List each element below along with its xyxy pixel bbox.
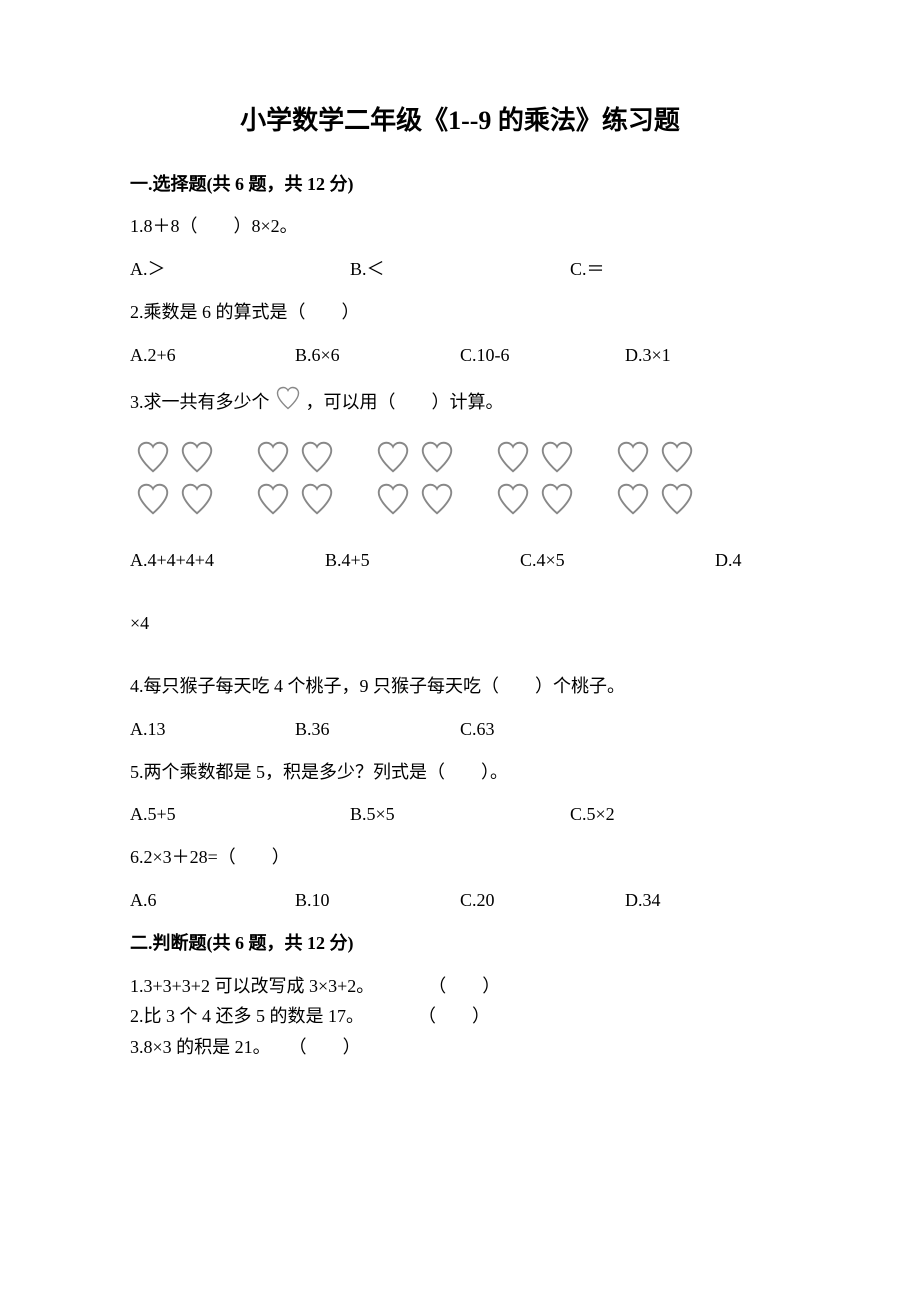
hearts-illustration: [134, 438, 790, 518]
q2-options: A.2+6 B.6×6 C.10-6 D.3×1: [130, 341, 790, 370]
q2-optA: A.2+6: [130, 341, 295, 370]
heart-icon: [254, 438, 292, 476]
heart-group-5: [614, 438, 696, 518]
q3-text-before: 3.求一共有多少个: [130, 388, 270, 417]
heart-icon: [614, 438, 652, 476]
q5-optB: B.5×5: [350, 800, 570, 829]
q4-text: 4.每只猴子每天吃 4 个桃子，9 只猴子每天吃（ ）个桃子。: [130, 672, 790, 701]
heart-icon: [614, 480, 652, 518]
heart-group-1: [134, 438, 216, 518]
heart-icon: [418, 438, 456, 476]
heart-icon: [494, 480, 532, 518]
heart-group-3: [374, 438, 456, 518]
q5-optC: C.5×2: [570, 800, 790, 829]
q4-options: A.13 B.36 C.63: [130, 715, 790, 744]
q2-text: 2.乘数是 6 的算式是（ ）: [130, 298, 790, 327]
q3-optB: B.4+5: [325, 546, 520, 575]
q4-optC: C.63: [460, 715, 625, 744]
heart-icon: [254, 480, 292, 518]
heart-icon: [298, 438, 336, 476]
q2-optB: B.6×6: [295, 341, 460, 370]
q1-text: 1.8＋8（ ）8×2。: [130, 212, 790, 241]
q4-optB: B.36: [295, 715, 460, 744]
heart-icon: [134, 480, 172, 518]
heart-icon: [374, 438, 412, 476]
heart-icon: [494, 438, 532, 476]
q1-options: A.＞ B.＜ C.＝: [130, 255, 790, 284]
q1-optB: B.＜: [350, 255, 570, 284]
q4-optA: A.13: [130, 715, 295, 744]
heart-icon: [274, 384, 302, 412]
q5-optA: A.5+5: [130, 800, 350, 829]
heart-icon: [658, 438, 696, 476]
q3-optD: D.4: [715, 546, 742, 575]
q1-optA: A.＞: [130, 255, 350, 284]
q6-options: A.6 B.10 C.20 D.34: [130, 886, 790, 915]
q5-options: A.5+5 B.5×5 C.5×2: [130, 800, 790, 829]
heart-icon: [658, 480, 696, 518]
heart-group-4: [494, 438, 576, 518]
heart-icon: [298, 480, 336, 518]
tf2: 2.比 3 个 4 还多 5 的数是 17。 （ ）: [130, 1002, 790, 1031]
q3-options: A.4+4+4+4 B.4+5 C.4×5 D.4: [130, 546, 790, 575]
section2-header: 二.判断题(共 6 题，共 12 分): [130, 929, 790, 958]
q6-optA: A.6: [130, 886, 295, 915]
q6-optB: B.10: [295, 886, 460, 915]
tf3: 3.8×3 的积是 21。 （ ）: [130, 1033, 790, 1062]
q6-text: 6.2×3＋28=（ ）: [130, 843, 790, 872]
q3-text-after: ，可以用（ ）计算。: [306, 388, 504, 417]
heart-icon: [178, 480, 216, 518]
heart-icon: [538, 480, 576, 518]
q3-text: 3.求一共有多少个 ，可以用（ ）计算。: [130, 384, 790, 421]
page-title: 小学数学二年级《1--9 的乘法》练习题: [130, 100, 790, 142]
q6-optD: D.34: [625, 886, 790, 915]
heart-group-2: [254, 438, 336, 518]
q2-optC: C.10-6: [460, 341, 625, 370]
section1-header: 一.选择题(共 6 题，共 12 分): [130, 170, 790, 199]
heart-icon: [418, 480, 456, 518]
tf1: 1.3+3+3+2 可以改写成 3×3+2。 （ ）: [130, 972, 790, 1001]
heart-icon: [178, 438, 216, 476]
heart-icon-inline: [274, 384, 302, 421]
q2-optD: D.3×1: [625, 341, 790, 370]
q5-text: 5.两个乘数都是 5，积是多少？列式是（ ）。: [130, 758, 790, 787]
heart-icon: [374, 480, 412, 518]
q3-continuation: ×4: [130, 609, 790, 638]
q1-optC: C.＝: [570, 255, 790, 284]
heart-icon: [134, 438, 172, 476]
q3-optC: C.4×5: [520, 546, 715, 575]
q3-optA: A.4+4+4+4: [130, 546, 325, 575]
q6-optC: C.20: [460, 886, 625, 915]
heart-icon: [538, 438, 576, 476]
